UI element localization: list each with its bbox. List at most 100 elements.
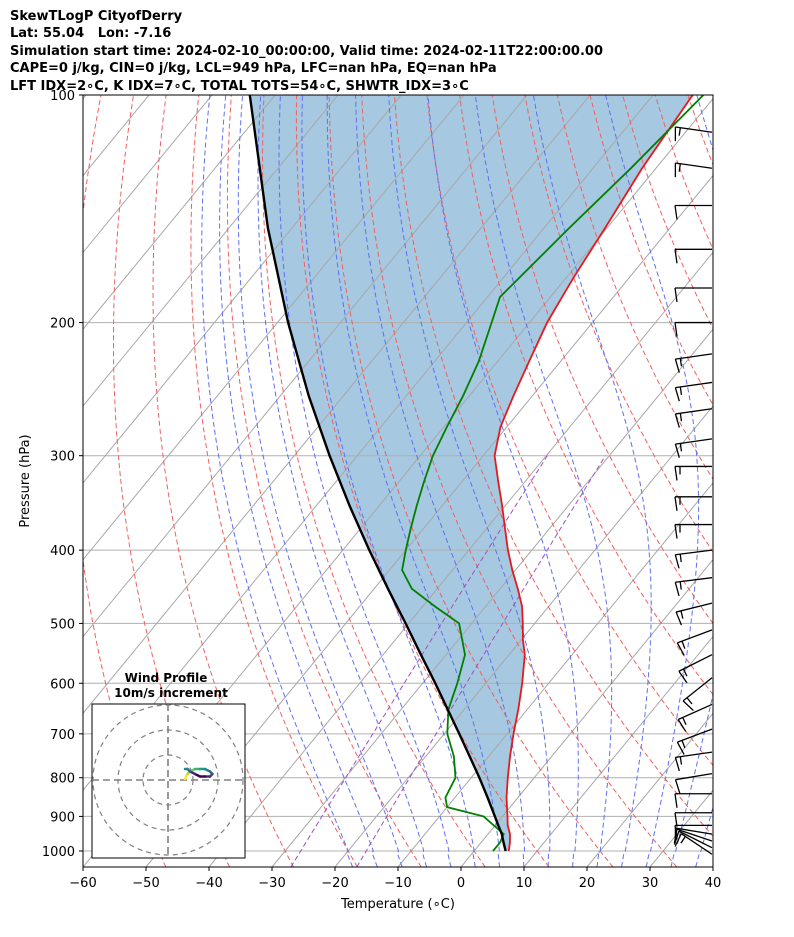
wind-barb-flag <box>674 322 678 337</box>
isotherm-line <box>523 635 713 867</box>
wind-barb-flag <box>682 700 694 712</box>
dry-adiabat <box>491 95 713 625</box>
x-tick-label: 10 <box>516 876 533 891</box>
y-tick-label: 200 <box>50 317 75 332</box>
y-tick-label: 500 <box>50 617 75 632</box>
isotherm-line <box>586 712 713 867</box>
wind-barb-flag <box>674 496 678 511</box>
parcel-profile <box>248 95 507 852</box>
wind-barb-flag <box>674 205 678 220</box>
wind-barb-flag <box>674 833 682 847</box>
wind-barb <box>676 828 713 842</box>
wind-barb <box>675 438 713 445</box>
y-tick-label: 300 <box>50 450 75 465</box>
wind-barb-flag <box>674 524 678 539</box>
x-tick-label: −20 <box>321 876 348 891</box>
wind-barb-flag <box>674 358 680 373</box>
wind-barb-half-flag <box>680 610 684 619</box>
y-tick-label: 400 <box>50 544 75 559</box>
wind-barb <box>680 833 713 855</box>
isotherm-line <box>145 174 713 867</box>
dry-adiabat <box>261 95 486 867</box>
wind-barb-half-flag <box>679 554 682 563</box>
dry-adiabat <box>524 95 713 553</box>
wind-barb-half-flag <box>679 413 683 422</box>
y-tick-label: 100 <box>50 89 75 104</box>
wind-barb-flag <box>674 287 678 303</box>
wind-barb-flag <box>674 466 678 481</box>
dry-adiabat <box>459 95 713 696</box>
wind-profile-inset: Wind Profile 10m/s increment <box>91 671 246 859</box>
wind-barb-half-flag <box>679 358 683 367</box>
wind-barb <box>677 629 713 644</box>
isotherm-line <box>83 95 213 254</box>
background-lines <box>83 95 794 867</box>
isotherm-line <box>83 95 591 715</box>
moist-adiabat <box>388 95 551 867</box>
wind-barb <box>678 654 713 672</box>
mixing-ratio-line <box>290 455 548 867</box>
wind-barb-flag <box>674 413 680 428</box>
dry-adiabat <box>190 95 358 867</box>
dewpoint-profile <box>401 95 705 852</box>
wind-barb <box>675 602 713 613</box>
dry-adiabat <box>328 95 614 867</box>
index-line: LFT IDX=2∘C, K IDX=7∘C, TOTAL TOTS=54∘C,… <box>10 78 469 94</box>
moist-adiabat <box>278 95 452 867</box>
wind-barb-flag <box>674 779 681 794</box>
wind-barb-half-flag <box>679 756 683 765</box>
wind-barb <box>675 381 713 389</box>
moist-adiabat <box>201 95 354 867</box>
wind-barb-half-flag <box>679 443 683 452</box>
dry-adiabat <box>295 95 550 867</box>
isotherm-line <box>83 95 528 638</box>
axes: −60 −50 −40 −30 −20 −10 0 10 20 30 40 1000 900 800 700… <box>42 89 721 891</box>
x-tick-label: −10 <box>384 876 411 891</box>
dry-adiabat <box>226 95 422 867</box>
wind-barb <box>675 827 713 835</box>
wind-barb-half-flag <box>686 697 693 705</box>
isotherm-line <box>776 95 794 867</box>
moist-adiabat <box>301 95 476 867</box>
wind-barb-flag <box>674 582 680 597</box>
dry-adiabat <box>753 95 794 867</box>
y-tick-label: 800 <box>50 772 75 787</box>
wind-barb <box>675 126 713 133</box>
cin-shading <box>249 95 693 851</box>
wind-barb-half-flag <box>681 740 686 749</box>
isotherm-line <box>83 95 276 330</box>
moist-adiabat <box>532 95 652 867</box>
wind-barb-flag <box>674 443 680 458</box>
moist-adiabat <box>257 95 427 867</box>
isotherm-line <box>334 405 713 867</box>
wind-barb <box>677 703 713 721</box>
x-tick-label: 30 <box>642 876 659 891</box>
isotherm-line <box>83 95 339 407</box>
wind-barb-flag <box>676 741 685 755</box>
y-tick-label: 1000 <box>42 845 75 860</box>
wind-barb-flag <box>674 793 678 808</box>
mixing-ratio-line <box>356 455 606 867</box>
wind-barb-half-flag <box>682 717 687 726</box>
wind-barb-flag <box>677 719 687 732</box>
wind-barb-flag <box>674 554 680 569</box>
moist-adiabat <box>427 95 579 867</box>
wind-barb <box>675 549 713 556</box>
wind-barb <box>675 162 713 169</box>
cape-line: CAPE=0 j/kg, CIN=0 j/kg, LCL=949 hPa, LF… <box>10 61 497 77</box>
dry-adiabat <box>152 95 294 867</box>
chart-title: SkewTLogP CityofDerry <box>10 9 183 24</box>
isotherm-line <box>83 95 402 484</box>
location-line: Lat: 55.04 Lon: -7.16 <box>10 26 172 42</box>
y-tick-label: 900 <box>50 810 75 825</box>
wind-barb-flag <box>674 387 680 402</box>
isotherm-line <box>208 251 713 867</box>
isotherm-line <box>397 482 713 867</box>
time-line: Simulation start time: 2024-02-10_00:00:… <box>10 43 603 59</box>
wind-barb <box>675 408 713 415</box>
wind-barb <box>678 830 713 849</box>
x-tick-label: 0 <box>457 876 465 891</box>
dry-adiabat <box>720 95 794 867</box>
moist-adiabat <box>219 95 378 867</box>
x-tick-label: −50 <box>132 876 159 891</box>
